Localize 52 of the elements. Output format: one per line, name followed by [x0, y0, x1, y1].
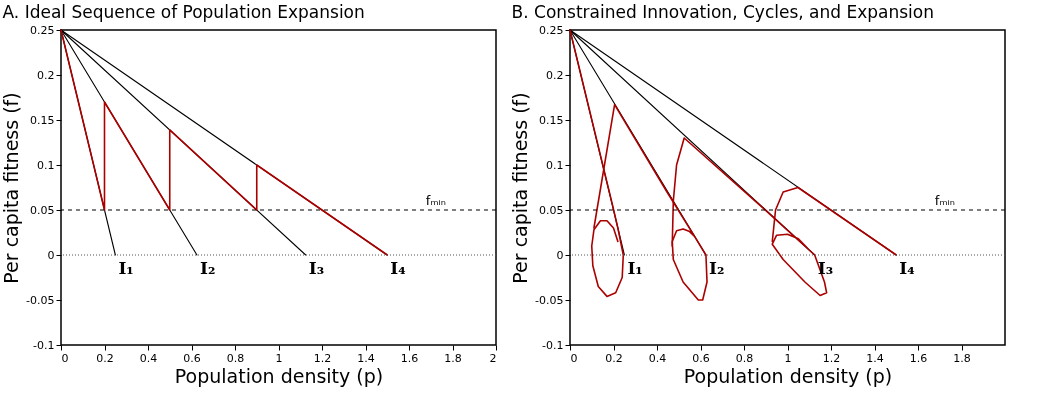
x-tick-label: 0.8 [226, 351, 245, 365]
x-tick-label: 0.2 [605, 351, 623, 365]
x-tick-label: 1 [784, 351, 792, 365]
chart-title: B. Constrained Innovation, Cycles, and Expansion [511, 2, 935, 22]
y-axis-title: Per capita fitness (f) [0, 92, 23, 284]
y-tick-label: 0.05 [539, 203, 564, 217]
x-tick-label: 1.8 [444, 351, 462, 365]
annotation: I₄ [899, 258, 915, 278]
y-tick-label: 0.25 [539, 23, 564, 37]
x-tick-label: 1.6 [400, 351, 419, 365]
y-tick-label: -0.1 [33, 338, 55, 352]
y-tick-label: -0.1 [542, 338, 564, 352]
annotation: I₂ [708, 258, 725, 278]
y-tick-label: 0.15 [539, 113, 564, 127]
x-tick-label: 0 [570, 351, 578, 365]
x-tick-label: 0.4 [139, 351, 158, 365]
x-axis-title: Population density (p) [683, 364, 893, 387]
annotation: I₂ [199, 258, 216, 278]
y-tick-label: 0.1 [37, 158, 55, 172]
annotation: I₁ [118, 258, 134, 278]
y-axis-title: Per capita fitness (f) [509, 92, 532, 284]
y-tick-label: 0 [47, 248, 55, 262]
x-tick-label: 1.2 [313, 351, 332, 365]
x-tick-label: 1.8 [953, 351, 971, 365]
y-tick-label: 0.25 [30, 23, 55, 37]
x-tick-label: 1.4 [866, 351, 884, 365]
y-tick-label: -0.05 [535, 293, 564, 307]
x-tick-label: 0.6 [692, 351, 710, 365]
x-tick-label: 1.6 [909, 351, 928, 365]
y-tick-label: 0.15 [30, 113, 55, 127]
x-axis-title: Population density (p) [174, 364, 384, 387]
x-tick-label: 1 [275, 351, 283, 365]
x-tick-label: 0 [61, 351, 69, 365]
annotation: I₃ [308, 258, 325, 278]
x-tick-label: 0.8 [735, 351, 754, 365]
x-tick-label: 1.4 [357, 351, 375, 365]
x-tick-label: 0.6 [183, 351, 201, 365]
ref-line-label: fₘᵢₙ [934, 193, 955, 208]
ref-line-label: fₘᵢₙ [425, 193, 446, 208]
x-tick-label: 0.2 [96, 351, 114, 365]
x-tick-label: 1.2 [822, 351, 841, 365]
annotation: I₄ [390, 258, 406, 278]
chart-title: A. Ideal Sequence of Population Expansion [2, 2, 365, 22]
y-tick-label: -0.05 [26, 293, 55, 307]
annotation: I₁ [627, 258, 643, 278]
y-tick-label: 0.1 [546, 158, 564, 172]
x-tick-label: 2 [489, 351, 497, 365]
y-tick-label: 0.05 [30, 203, 55, 217]
y-tick-label: 0.2 [546, 68, 564, 82]
y-tick-label: 0 [556, 248, 564, 262]
x-tick-label: 0.4 [648, 351, 667, 365]
y-tick-label: 0.2 [37, 68, 55, 82]
